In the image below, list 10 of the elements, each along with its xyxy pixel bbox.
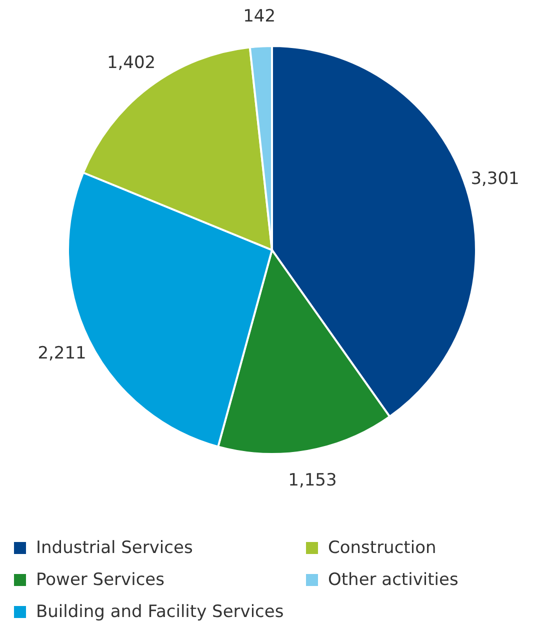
legend-label: Power Services (36, 570, 165, 590)
data-label: 3,301 (470, 169, 520, 190)
legend-label: Other activities (328, 570, 458, 590)
legend-label: Industrial Services (36, 538, 193, 558)
data-label: 1,153 (288, 470, 337, 490)
data-label: 1,402 (106, 53, 156, 74)
data-label: 2,211 (38, 343, 86, 364)
data-label: 142 (243, 6, 276, 26)
legend-label: Building and Facility Services (36, 602, 284, 621)
legend-label: Construction (328, 538, 436, 558)
